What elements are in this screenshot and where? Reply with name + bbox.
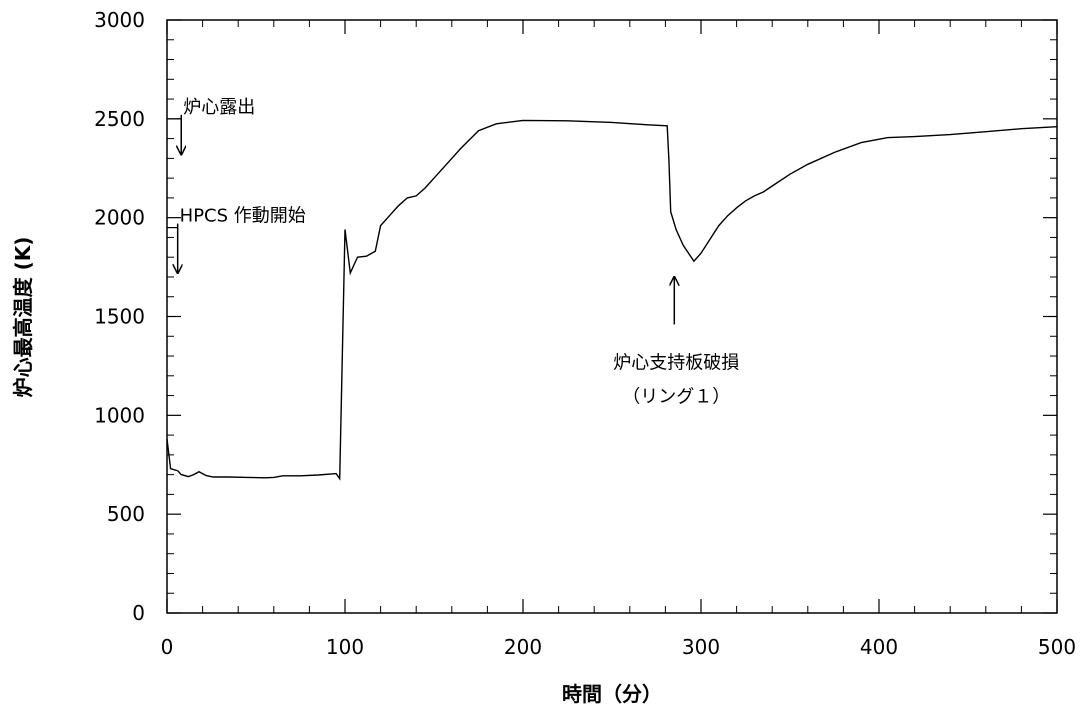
y-tick-label: 0 <box>132 601 145 625</box>
y-tick-label: 1000 <box>94 403 145 427</box>
y-tick-labels: 0 500 1000 1500 2000 2500 3000 <box>94 8 145 625</box>
x-tick-label: 100 <box>326 635 364 659</box>
y-tick-label: 2500 <box>94 107 145 131</box>
plot-frame <box>166 19 1058 614</box>
x-tick-label: 300 <box>682 635 720 659</box>
y-tick-label: 3000 <box>94 8 145 32</box>
annotation-label: 炉心露出 <box>183 97 255 118</box>
x-tick-label: 500 <box>1038 635 1076 659</box>
annotation-label: 炉心支持板破損 <box>613 352 739 373</box>
minor-ticks <box>167 20 1057 613</box>
y-tick-label: 2000 <box>94 206 145 230</box>
y-axis-title: 炉心最高温度 (K) <box>11 237 35 398</box>
y-tick-label: 1500 <box>94 305 145 329</box>
x-tick-label: 200 <box>504 635 542 659</box>
x-axis-title: 時間（分） <box>562 682 662 706</box>
x-tick-label: 400 <box>860 635 898 659</box>
x-tick-labels: 0 100 200 300 400 500 <box>161 635 1076 659</box>
series-line-core-max-temperature <box>166 119 1058 481</box>
annotation-label: HPCS 作動開始 <box>180 206 306 227</box>
x-tick-label: 0 <box>161 635 174 659</box>
annotation-label-sub: （リング１） <box>622 386 730 407</box>
y-tick-label: 500 <box>107 502 145 526</box>
major-ticks <box>166 19 1058 614</box>
